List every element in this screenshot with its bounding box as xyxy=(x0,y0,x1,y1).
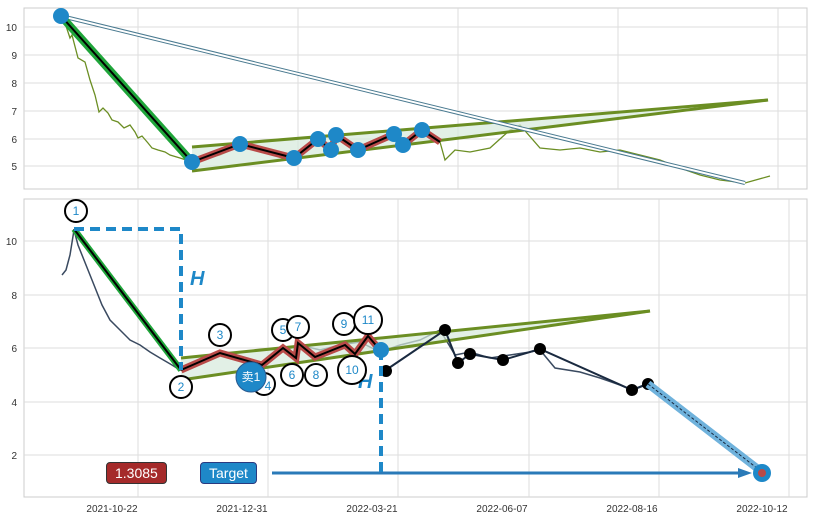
y-tick: 10 xyxy=(6,23,18,34)
pivot-markers xyxy=(53,8,430,170)
y-tick: 8 xyxy=(11,79,17,90)
wave-label: 4 xyxy=(265,379,272,393)
wave-label: 7 xyxy=(295,320,302,334)
sell-marker xyxy=(235,361,267,393)
wave-label: 2 xyxy=(178,380,185,394)
x-tick: 2022-03-21 xyxy=(346,504,398,515)
y-tick: 10 xyxy=(6,237,18,248)
wave-label: 9 xyxy=(341,317,348,331)
y-tick: 2 xyxy=(11,451,17,462)
y-tick: 9 xyxy=(11,51,17,62)
wave-label: 10 xyxy=(345,363,359,377)
wave-label: 5 xyxy=(280,323,287,337)
wave-label: 3 xyxy=(217,328,224,342)
y-tick: 5 xyxy=(11,162,17,173)
target-label-box: Target xyxy=(200,462,257,484)
bottom-panel: 10 8 6 4 2 2021-10-22 2021-12-31 2022-03… xyxy=(6,198,808,515)
h-label: H xyxy=(190,268,205,290)
h-markers xyxy=(74,227,383,473)
wave-label: 11 xyxy=(362,313,375,327)
wave-label: 6 xyxy=(289,368,296,382)
top-panel: 10 9 8 7 6 5 xyxy=(6,7,808,190)
wave-label: 8 xyxy=(313,368,320,382)
x-tick: 2021-10-22 xyxy=(86,504,138,515)
channel-upper xyxy=(180,309,651,360)
y-tick: 7 xyxy=(11,107,17,118)
x-tick: 2022-08-16 xyxy=(606,504,658,515)
channel-upper xyxy=(191,98,769,149)
sell-label: 卖1 xyxy=(242,370,261,384)
wave-label: 1 xyxy=(73,204,80,218)
y-tick: 4 xyxy=(11,398,17,409)
x-tick: 2022-06-07 xyxy=(476,504,528,515)
target-value-box: 1.3085 xyxy=(106,462,167,484)
y-tick: 6 xyxy=(11,344,17,355)
y-tick: 6 xyxy=(11,135,17,146)
x-tick: 2022-10-12 xyxy=(736,504,788,515)
y-tick: 8 xyxy=(11,291,17,302)
x-tick: 2021-12-31 xyxy=(216,504,268,515)
